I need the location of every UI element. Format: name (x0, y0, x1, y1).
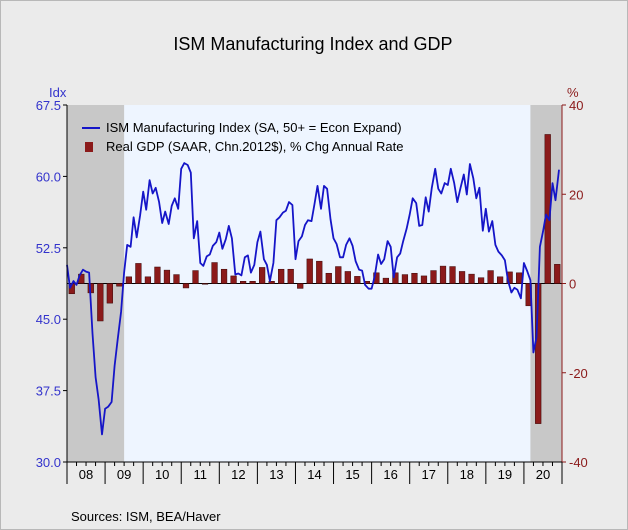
x-tick-label: 15 (345, 467, 359, 482)
gdp-bar (201, 283, 209, 285)
legend-item-ism: ISM Manufacturing Index (SA, 50+ = Econ … (106, 120, 402, 135)
gdp-bar (154, 266, 161, 284)
gdp-bar (430, 270, 437, 284)
right-axis-label: % (567, 85, 579, 100)
gdp-bar (458, 271, 466, 284)
gdp-bar (439, 265, 447, 284)
gdp-bar (106, 283, 113, 304)
x-tick-label: 12 (231, 467, 245, 482)
gdp-bar (259, 267, 266, 284)
gdp-bar (344, 271, 351, 284)
x-tick-label: 18 (460, 467, 474, 482)
gdp-bar (420, 275, 428, 284)
gdp-bar (220, 268, 228, 284)
gdp-bar (382, 277, 389, 284)
chart-title: ISM Manufacturing Index and GDP (173, 34, 452, 54)
legend-item-gdp: Real GDP (SAAR, Chn.2012$), % Chg Annual… (106, 139, 403, 154)
gdp-bar (306, 258, 313, 284)
gdp-bar (144, 276, 152, 284)
gdp-bar (268, 281, 275, 284)
gdp-bar (97, 283, 104, 322)
gdp-bar (173, 274, 180, 284)
gdp-bar (468, 273, 475, 284)
gdp-bar (249, 281, 256, 284)
source-note: Sources: ISM, BEA/Haver (71, 509, 221, 524)
gdp-bar (325, 272, 332, 284)
right-tick-label: -40 (569, 455, 588, 470)
ism-line (66, 162, 560, 436)
right-tick-label: 40 (569, 98, 583, 113)
gdp-bar (116, 283, 123, 287)
legend: ISM Manufacturing Index (SA, 50+ = Econ … (82, 120, 403, 154)
gdp-bar (230, 275, 237, 284)
gdp-bar (392, 272, 399, 284)
x-tick-label: 17 (421, 467, 435, 482)
x-tick-label: 14 (307, 467, 321, 482)
gdp-bar (278, 268, 285, 284)
x-tick-label: 16 (383, 467, 397, 482)
x-tick-label: 13 (269, 467, 283, 482)
gdp-bar (477, 277, 485, 284)
legend-bar-swatch (85, 142, 93, 152)
x-tick-label: 20 (536, 467, 550, 482)
x-tick-label: 19 (498, 467, 512, 482)
gdp-bar (297, 283, 304, 289)
right-tick-label: 0 (569, 277, 576, 292)
left-tick-label: 67.5 (36, 98, 61, 113)
left-tick-label: 52.5 (36, 241, 61, 256)
gdp-bar (125, 276, 132, 284)
gdp-bar (497, 276, 504, 284)
gdp-bar (411, 272, 418, 284)
x-tick-label: 08 (79, 467, 93, 482)
gdp-bar (192, 270, 199, 284)
left-tick-label: 45.0 (36, 312, 61, 327)
gdp-bar (316, 260, 323, 284)
gdp-bar (163, 269, 171, 284)
x-tick-label: 09 (117, 467, 131, 482)
gdp-bar (487, 270, 494, 284)
left-tick-label: 60.0 (36, 169, 61, 184)
gdp-bar (240, 281, 247, 284)
x-tick-label: 10 (155, 467, 169, 482)
gdp-bar (449, 266, 456, 284)
gdp-bar (182, 283, 190, 289)
left-tick-label: 30.0 (36, 455, 61, 470)
gdp-bar (211, 262, 218, 284)
left-tick-label: 37.5 (36, 384, 61, 399)
left-axis-label: Idx (49, 85, 67, 100)
right-tick-label: -20 (569, 366, 588, 381)
gdp-bar (354, 276, 361, 284)
right-tick-label: 20 (569, 187, 583, 202)
x-tick-label: 11 (194, 467, 208, 482)
gdp-bar (401, 274, 409, 284)
gdp-bar (287, 268, 294, 284)
gdp-bar (135, 263, 142, 284)
gdp-bar (516, 272, 523, 284)
gdp-bar (554, 264, 561, 284)
gdp-bar (335, 266, 342, 284)
plot-area: 67.5 60.0 52.5 45.0 37.5 30.0 40 20 0 -20 -40 08 09 1… (36, 98, 588, 484)
